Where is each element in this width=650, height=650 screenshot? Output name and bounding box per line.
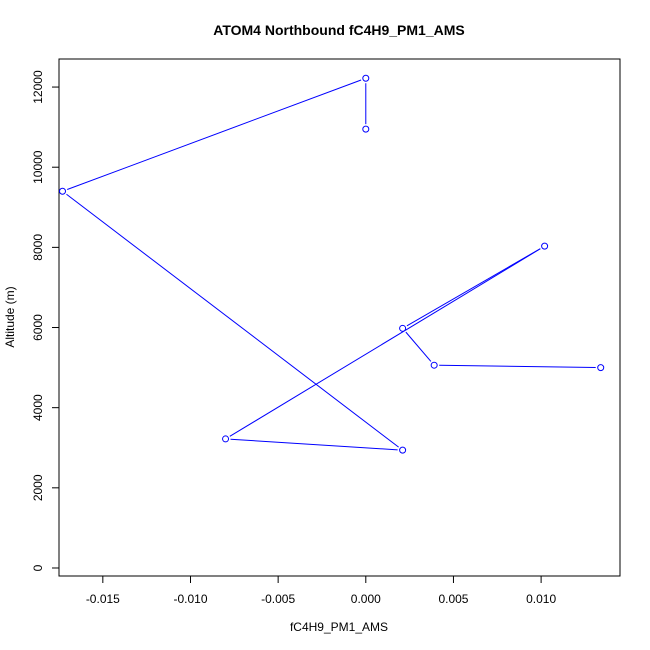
y-tick-label: 12000	[31, 70, 45, 104]
series-segment	[229, 248, 541, 437]
y-axis: 0 2000 4000 6000 8000 10000 12000	[31, 70, 60, 571]
y-tick-label: 8000	[31, 234, 45, 261]
x-tick-label: -0.010	[173, 592, 207, 606]
y-tick-label: 0	[31, 564, 45, 571]
y-axis-title: Altitude (m)	[3, 286, 17, 347]
data-point	[362, 125, 370, 133]
series-segment	[406, 248, 541, 327]
y-tick-label: 2000	[31, 474, 45, 501]
x-tick-label: -0.015	[86, 592, 120, 606]
data-point	[362, 74, 370, 82]
data-point	[399, 446, 407, 454]
y-tick-label: 4000	[31, 394, 45, 421]
y-tick-label: 6000	[31, 314, 45, 341]
x-axis: -0.015 -0.010 -0.005 0.000 0.005 0.010	[86, 575, 556, 606]
series-segment	[230, 438, 398, 451]
series-segment	[67, 79, 362, 190]
series-group	[59, 74, 605, 454]
x-tick-label: -0.005	[261, 592, 295, 606]
x-axis-title: fC4H9_PM1_AMS	[290, 620, 388, 634]
x-tick-label: 0.000	[351, 592, 381, 606]
series-segment	[66, 193, 399, 448]
y-tick-label: 10000	[31, 150, 45, 184]
series-segment	[439, 364, 596, 369]
data-point	[597, 364, 605, 372]
data-point	[541, 242, 549, 250]
data-point	[59, 187, 67, 195]
data-point	[399, 324, 407, 332]
chart-title: ATOM4 Northbound fC4H9_PM1_AMS	[213, 22, 465, 38]
plot-area	[58, 58, 621, 577]
x-tick-label: 0.005	[438, 592, 468, 606]
data-point	[430, 361, 438, 369]
series-segment	[405, 331, 432, 362]
data-point	[222, 435, 230, 443]
x-tick-label: 0.010	[526, 592, 556, 606]
